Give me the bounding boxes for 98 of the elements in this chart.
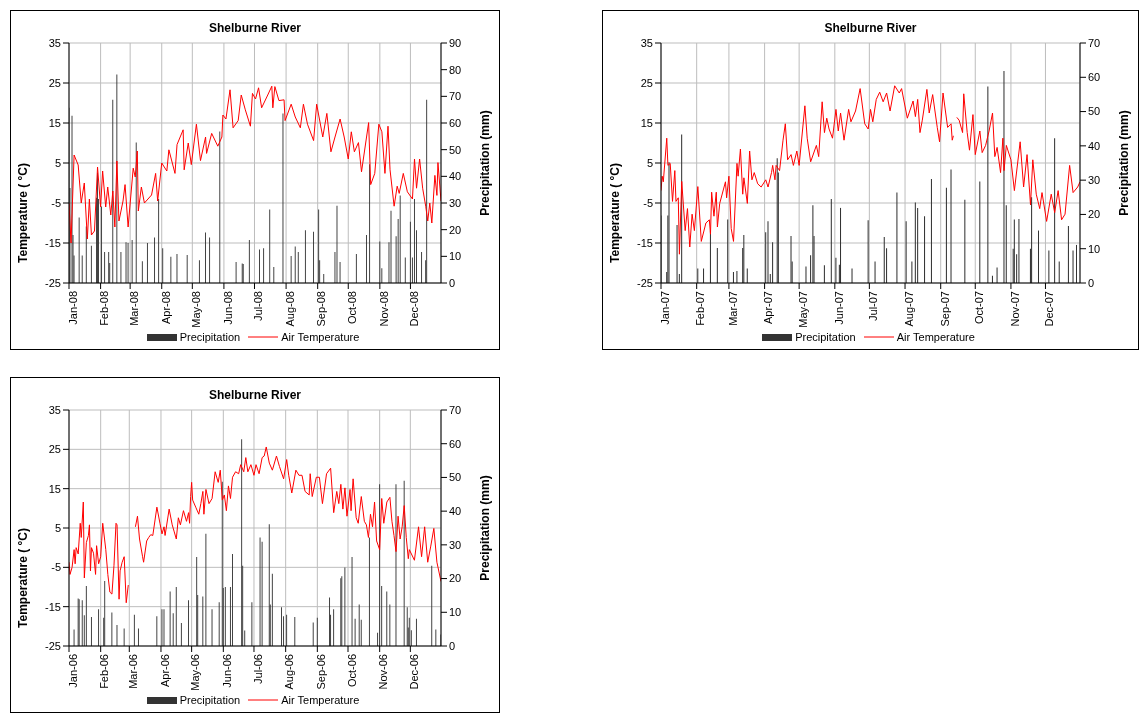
- legend-label: Air Temperature: [280, 694, 360, 706]
- x-tick-label: Oct-06: [345, 654, 358, 688]
- y-tick-label: 15: [640, 116, 653, 129]
- x-tick-label: May-08: [190, 291, 203, 328]
- x-tick-label: Feb-06: [98, 654, 111, 689]
- x-tick-label: Aug-06: [283, 654, 296, 690]
- y2-tick-label: 20: [1088, 208, 1101, 221]
- y-tick-label: 5: [54, 521, 61, 534]
- y-tick-label: -5: [51, 561, 61, 574]
- y2-tick-label: 10: [449, 606, 462, 619]
- x-tick-label: Sep-06: [315, 654, 328, 690]
- y-tick-label: -15: [45, 600, 61, 613]
- x-tick-label: Nov-07: [1008, 291, 1021, 327]
- y-tick-label: 35: [48, 403, 61, 416]
- x-tick-label: May-06: [189, 654, 202, 691]
- y2-tick-label: 50: [449, 471, 462, 484]
- y-tick-label: 5: [54, 156, 61, 169]
- x-tick-label: Jun-08: [221, 291, 234, 325]
- legend-label: Precipitation: [178, 694, 241, 706]
- x-tick-label: Sep-08: [315, 291, 328, 327]
- x-tick-label: Nov-06: [377, 654, 390, 690]
- y2-tick-label: 20: [449, 223, 462, 236]
- y2-tick-label: 40: [449, 170, 462, 183]
- y-tick-label: -25: [45, 639, 61, 652]
- y-axis-title: Temperature ( °C): [16, 528, 31, 628]
- y2-tick-label: 60: [449, 437, 462, 450]
- y2-tick-label: 20: [449, 572, 462, 585]
- legend-label: Air Temperature: [895, 331, 975, 343]
- chart-title: Shelburne River: [208, 388, 302, 402]
- y-tick-label: 15: [48, 482, 61, 495]
- x-tick-label: Feb-08: [98, 291, 111, 326]
- y2-tick-label: 50: [449, 143, 462, 156]
- x-tick-label: Jul-06: [251, 654, 264, 684]
- y2-axis-title: Precipitation (mm): [478, 475, 493, 581]
- x-tick-label: Jan-07: [658, 291, 671, 325]
- x-tick-label: Aug-08: [283, 291, 296, 327]
- y-tick-label: 25: [640, 76, 653, 89]
- x-tick-label: Jun-07: [832, 291, 845, 325]
- x-tick-label: Aug-07: [902, 291, 915, 327]
- x-tick-label: Jan-08: [66, 291, 79, 325]
- y2-tick-label: 30: [449, 538, 462, 551]
- y2-tick-label: 60: [1088, 71, 1101, 84]
- x-tick-label: May-07: [796, 291, 809, 328]
- y2-tick-label: 0: [449, 639, 456, 652]
- legend-label: Precipitation: [178, 331, 241, 343]
- y2-tick-label: 10: [449, 250, 462, 263]
- x-tick-label: Apr-06: [158, 654, 171, 688]
- x-tick-label: Sep-07: [938, 291, 951, 327]
- x-tick-label: Dec-08: [408, 291, 421, 327]
- y2-axis-title: Precipitation (mm): [1117, 110, 1132, 216]
- y2-tick-label: 30: [1088, 174, 1101, 187]
- x-tick-label: Jul-08: [252, 291, 265, 321]
- y2-tick-label: 70: [1088, 36, 1101, 49]
- x-tick-label: Mar-07: [726, 291, 739, 326]
- legend-label: Precipitation: [794, 331, 856, 343]
- y-tick-label: -15: [637, 236, 653, 249]
- y-axis-title: Temperature ( °C): [608, 163, 623, 263]
- chart-title: Shelburne River: [823, 21, 918, 35]
- chart-title: Shelburne River: [208, 21, 302, 35]
- y2-tick-label: 0: [449, 276, 456, 289]
- y2-tick-label: 60: [449, 116, 462, 129]
- y-tick-label: -25: [45, 276, 61, 289]
- x-tick-label: Jan-06: [66, 654, 79, 688]
- y-axis-title: Temperature ( °C): [16, 163, 31, 263]
- y-tick-label: 35: [640, 36, 653, 49]
- x-tick-label: Nov-08: [377, 291, 390, 327]
- y-tick-label: 25: [48, 443, 61, 456]
- y-tick-label: -25: [637, 276, 653, 289]
- x-tick-label: Mar-08: [127, 291, 140, 326]
- x-tick-label: Dec-07: [1043, 291, 1056, 327]
- x-tick-label: Mar-06: [127, 654, 140, 689]
- x-tick-label: Jul-07: [867, 291, 880, 321]
- x-tick-label: Apr-07: [762, 291, 775, 325]
- x-tick-label: Oct-08: [346, 291, 359, 325]
- x-tick-label: Jun-06: [221, 654, 234, 688]
- x-tick-label: Oct-07: [973, 291, 986, 325]
- y2-axis-title: Precipitation (mm): [478, 110, 493, 216]
- y2-tick-label: 70: [449, 90, 462, 103]
- x-tick-label: Dec-06: [408, 654, 421, 690]
- y2-tick-label: 50: [1088, 105, 1101, 118]
- y-tick-label: -5: [643, 196, 653, 209]
- legend-label: Air Temperature: [280, 331, 360, 343]
- y2-tick-label: 80: [449, 63, 462, 76]
- y-tick-label: 35: [48, 36, 61, 49]
- y-tick-label: -5: [51, 196, 61, 209]
- y2-tick-label: 90: [449, 36, 462, 49]
- y2-tick-label: 40: [449, 505, 462, 518]
- y2-tick-label: 10: [1088, 242, 1101, 255]
- x-tick-label: Apr-08: [159, 291, 172, 325]
- x-tick-label: Feb-07: [694, 291, 707, 326]
- y-tick-label: 15: [48, 116, 61, 129]
- y2-tick-label: 40: [1088, 139, 1101, 152]
- y2-tick-label: 70: [449, 403, 462, 416]
- y2-tick-label: 30: [449, 196, 462, 209]
- y-tick-label: -15: [45, 236, 61, 249]
- y-tick-label: 5: [646, 156, 653, 169]
- y2-tick-label: 0: [1088, 276, 1095, 289]
- y-tick-label: 25: [48, 76, 61, 89]
